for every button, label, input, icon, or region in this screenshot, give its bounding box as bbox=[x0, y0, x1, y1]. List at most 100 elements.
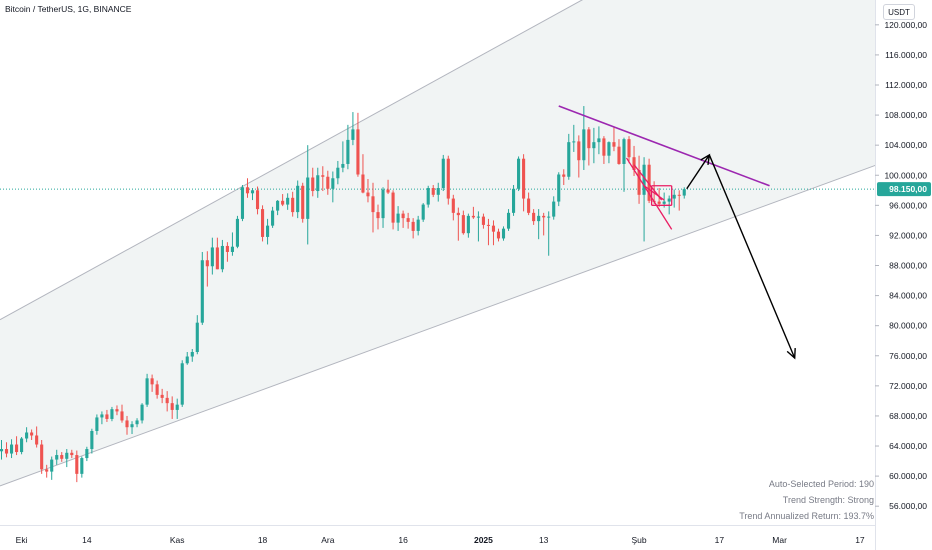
candle[interactable] bbox=[50, 456, 54, 480]
candle[interactable] bbox=[260, 205, 265, 242]
candle[interactable] bbox=[65, 449, 69, 468]
candle[interactable] bbox=[537, 209, 541, 240]
candle[interactable] bbox=[250, 188, 255, 201]
candle[interactable] bbox=[547, 211, 551, 256]
candle[interactable] bbox=[35, 426, 39, 448]
time-axis[interactable]: Eki 14 Kas 18 Ara 16 2025 13 Şub 17 Mar 17 bbox=[0, 525, 875, 550]
candle[interactable] bbox=[110, 406, 114, 422]
candle[interactable] bbox=[170, 396, 174, 419]
candle[interactable] bbox=[15, 436, 19, 456]
candle[interactable] bbox=[266, 218, 270, 245]
candle[interactable] bbox=[622, 137, 626, 192]
candle[interactable] bbox=[135, 418, 139, 428]
candle[interactable] bbox=[436, 182, 440, 202]
candle[interactable] bbox=[351, 112, 355, 146]
candle[interactable] bbox=[677, 190, 681, 211]
candle[interactable] bbox=[210, 237, 214, 275]
candle[interactable] bbox=[40, 440, 44, 474]
candle[interactable] bbox=[406, 212, 410, 229]
candle[interactable] bbox=[517, 156, 521, 192]
candle[interactable] bbox=[461, 210, 465, 235]
candle[interactable] bbox=[185, 352, 189, 365]
candle[interactable] bbox=[230, 232, 234, 256]
candle[interactable] bbox=[95, 414, 99, 435]
candle[interactable] bbox=[55, 449, 59, 465]
candle[interactable] bbox=[100, 411, 104, 425]
candle[interactable] bbox=[85, 446, 89, 462]
candle[interactable] bbox=[175, 398, 179, 419]
arrow-down-right-icon[interactable] bbox=[708, 154, 796, 360]
candle[interactable] bbox=[647, 158, 651, 204]
candle[interactable] bbox=[592, 127, 596, 164]
candle[interactable] bbox=[511, 185, 516, 216]
candle[interactable] bbox=[496, 228, 501, 242]
candle[interactable] bbox=[416, 215, 420, 236]
candle[interactable] bbox=[672, 189, 676, 208]
candle[interactable] bbox=[271, 206, 275, 228]
candle[interactable] bbox=[125, 415, 129, 435]
candle[interactable] bbox=[506, 209, 511, 231]
candle[interactable] bbox=[371, 182, 375, 233]
candle[interactable] bbox=[597, 126, 601, 155]
candle[interactable] bbox=[115, 405, 119, 416]
candle[interactable] bbox=[356, 112, 360, 177]
candle[interactable] bbox=[451, 194, 455, 221]
candle[interactable] bbox=[567, 133, 571, 180]
candle[interactable] bbox=[336, 160, 340, 185]
candle[interactable] bbox=[476, 211, 480, 242]
candle[interactable] bbox=[25, 427, 29, 443]
candle[interactable] bbox=[215, 237, 219, 270]
candle[interactable] bbox=[20, 436, 24, 455]
candle[interactable] bbox=[145, 373, 149, 407]
candle[interactable] bbox=[195, 315, 199, 355]
candle[interactable] bbox=[160, 388, 164, 404]
candle[interactable] bbox=[637, 155, 641, 204]
candle[interactable] bbox=[326, 170, 330, 195]
candle[interactable] bbox=[411, 218, 415, 239]
candle[interactable] bbox=[240, 185, 245, 222]
candle[interactable] bbox=[396, 206, 400, 231]
candle[interactable] bbox=[522, 154, 526, 212]
candle[interactable] bbox=[80, 456, 84, 478]
candle[interactable] bbox=[421, 203, 425, 222]
candle[interactable] bbox=[431, 185, 435, 198]
candle[interactable] bbox=[376, 204, 380, 230]
candle[interactable] bbox=[45, 464, 49, 478]
candle[interactable] bbox=[341, 141, 345, 173]
candle[interactable] bbox=[481, 213, 485, 229]
channel-lower-line[interactable] bbox=[0, 148, 921, 487]
candle[interactable] bbox=[607, 141, 611, 164]
candle[interactable] bbox=[281, 194, 285, 207]
candle[interactable] bbox=[0, 440, 4, 460]
candle[interactable] bbox=[642, 157, 646, 242]
candle[interactable] bbox=[466, 213, 470, 238]
price-axis[interactable]: 120.000,00 116.000,00 112.000,00 108.000,00… bbox=[875, 0, 932, 550]
candle[interactable] bbox=[552, 196, 556, 220]
candle[interactable] bbox=[361, 154, 365, 194]
candle[interactable] bbox=[386, 179, 390, 195]
candle[interactable] bbox=[276, 200, 280, 216]
candle[interactable] bbox=[301, 182, 305, 223]
candle[interactable] bbox=[30, 429, 34, 441]
candle[interactable] bbox=[321, 166, 325, 192]
candle[interactable] bbox=[105, 409, 109, 422]
candle[interactable] bbox=[311, 167, 315, 197]
projection-arrows[interactable] bbox=[686, 153, 796, 360]
channel-upper-line[interactable] bbox=[0, 0, 619, 321]
candle[interactable] bbox=[190, 348, 194, 362]
candle[interactable] bbox=[471, 206, 475, 219]
candle[interactable] bbox=[532, 209, 536, 225]
candle[interactable] bbox=[331, 171, 335, 203]
candle[interactable] bbox=[572, 124, 576, 152]
candle[interactable] bbox=[120, 404, 124, 423]
candle[interactable] bbox=[225, 242, 229, 262]
candle[interactable] bbox=[627, 136, 631, 164]
candle[interactable] bbox=[381, 187, 385, 228]
candle[interactable] bbox=[130, 421, 134, 434]
candle[interactable] bbox=[60, 452, 64, 462]
candle[interactable] bbox=[441, 154, 445, 192]
candle[interactable] bbox=[401, 210, 405, 228]
candle[interactable] bbox=[602, 136, 606, 164]
candle[interactable] bbox=[235, 215, 240, 249]
